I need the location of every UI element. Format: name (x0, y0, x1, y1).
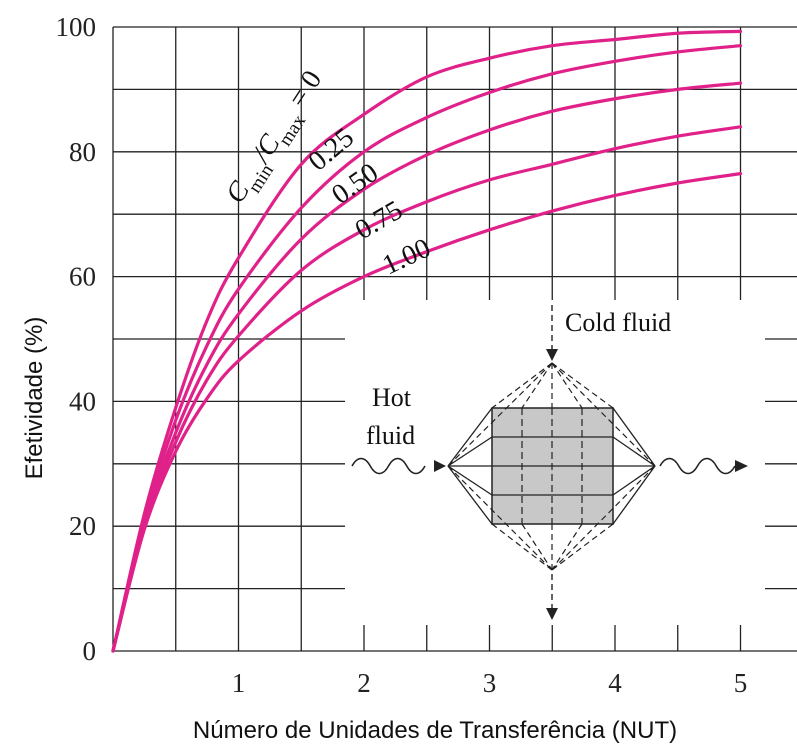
curve-label-cr-075: 0.75 (350, 195, 408, 246)
cold-outlet-fan (551, 523, 614, 571)
hot-inlet-wave (351, 457, 426, 475)
hot-fluid-label-line2: fluid (366, 421, 415, 450)
cold-outlet-fan (521, 523, 553, 571)
y-tick-label: 0 (83, 636, 97, 666)
x-tick-label: 5 (734, 668, 748, 698)
hot-inlet-fan (447, 407, 493, 467)
hot-outlet-fan (612, 465, 656, 525)
hot-inlet-fan (447, 465, 493, 525)
label-equals-zero: = 0 (278, 65, 328, 119)
hot-inlet-fan (447, 436, 493, 467)
hot-outlet-fan (612, 436, 656, 467)
cold-outlet-arrow-head (546, 608, 558, 620)
y-axis-label: Efetividade (%) (21, 317, 48, 480)
series-line-3 (111, 125, 743, 653)
series-line-1 (111, 44, 743, 653)
effectiveness-curves (111, 29, 743, 653)
y-tick-label: 40 (69, 386, 96, 416)
x-tick-label: 4 (608, 668, 622, 698)
cold-inlet-fan (447, 362, 553, 467)
series-line-2 (111, 81, 743, 653)
cold-inlet-fan (551, 362, 583, 409)
y-tick-label: 80 (69, 137, 96, 167)
cold-inlet-arrow-head (546, 349, 558, 361)
series-line-4 (111, 172, 743, 653)
tick-labels: 1 2 3 4 5 0 20 40 60 80 100 (56, 12, 748, 698)
cold-outlet-fan (447, 465, 553, 571)
hot-outlet-fan (612, 407, 656, 467)
cold-outlet-fan (551, 523, 583, 571)
x-axis-label: Número de Unidades de Transferência (NUT… (193, 717, 677, 744)
hot-outlet-wave (659, 457, 736, 475)
cold-inlet-fan (491, 362, 553, 409)
hot-inlet-arrow-head (434, 460, 446, 472)
x-tick-label: 3 (483, 668, 497, 698)
y-tick-label: 60 (69, 262, 96, 292)
x-tick-label: 1 (232, 668, 246, 698)
cold-fluid-label: Cold fluid (565, 308, 671, 337)
hot-outlet-arrow-head (735, 460, 748, 472)
cold-inlet-fan (521, 362, 553, 409)
cold-outlet-fan (491, 523, 553, 571)
series-line-0 (111, 29, 743, 653)
x-tick-label: 2 (357, 668, 371, 698)
hot-inlet-fan (447, 465, 493, 496)
y-tick-label: 20 (69, 511, 96, 541)
cold-inlet-fan (551, 362, 614, 409)
cold-outlet-fan (551, 465, 656, 571)
hot-fluid-label-line1: Hot (372, 383, 412, 412)
y-tick-label: 100 (56, 12, 97, 42)
heat-exchanger-inset (345, 300, 765, 625)
cold-inlet-fan (551, 362, 656, 467)
hot-outlet-fan (612, 465, 656, 496)
